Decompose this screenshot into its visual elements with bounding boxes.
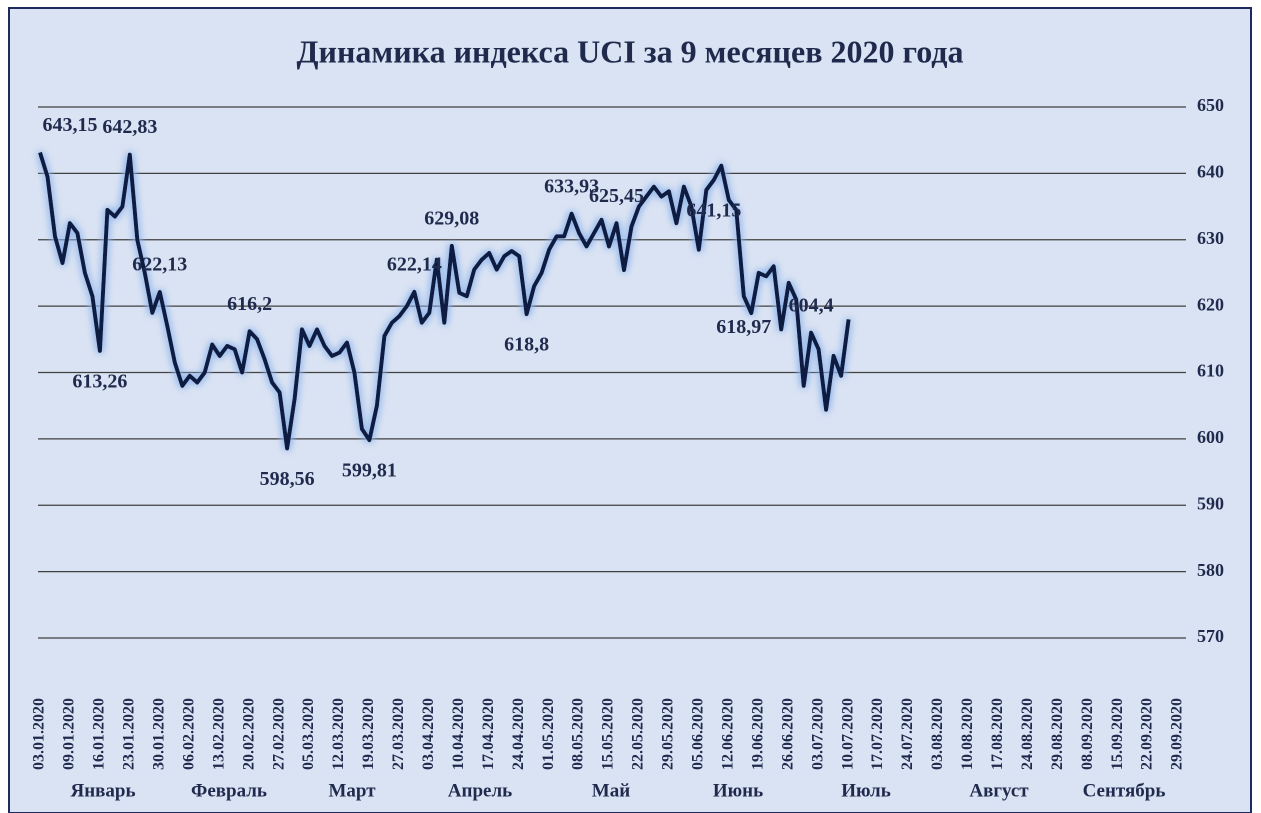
x-tick-label: 22.09.2020 (1139, 698, 1156, 770)
x-tick-label: 30.01.2020 (150, 698, 167, 770)
x-tick-label: 27.02.2020 (270, 698, 287, 770)
y-tick-label: 580 (1197, 560, 1224, 580)
x-tick-label: 29.05.2020 (660, 698, 677, 770)
x-tick-label: 27.03.2020 (390, 698, 407, 770)
month-label: Июль (841, 780, 891, 801)
x-tick-label: 20.02.2020 (240, 698, 257, 770)
x-tick-label: 05.06.2020 (690, 698, 707, 770)
month-label: Апрель (448, 780, 512, 801)
x-tick-label: 03.01.2020 (31, 698, 48, 770)
x-tick-label: 24.04.2020 (510, 698, 527, 770)
y-tick-label: 590 (1197, 493, 1224, 513)
month-label: Январь (70, 780, 135, 801)
x-tick-label: 10.08.2020 (959, 698, 976, 770)
x-tick-label: 24.07.2020 (899, 698, 916, 770)
x-tick-label: 06.02.2020 (180, 698, 197, 770)
x-tick-label: 15.05.2020 (600, 698, 617, 770)
data-label: 629,08 (424, 207, 479, 229)
x-tick-label: 23.01.2020 (121, 698, 138, 770)
x-tick-label: 01.05.2020 (540, 698, 557, 770)
data-label: 642,83 (102, 116, 157, 138)
x-tick-label: 19.06.2020 (749, 698, 766, 770)
x-tick-label: 03.07.2020 (809, 698, 826, 770)
data-label: 618,97 (716, 316, 771, 338)
y-tick-label: 570 (1197, 626, 1224, 646)
month-label: Сентябрь (1083, 780, 1166, 801)
x-tick-label: 19.03.2020 (360, 698, 377, 770)
x-tick-label: 17.04.2020 (480, 698, 497, 770)
x-tick-label: 03.04.2020 (420, 698, 437, 770)
month-label: Март (328, 780, 376, 801)
data-label: 613,26 (72, 370, 127, 392)
month-label: Август (969, 780, 1029, 801)
x-tick-label: 15.09.2020 (1109, 698, 1126, 770)
x-tick-label: 17.07.2020 (869, 698, 886, 770)
y-tick-label: 620 (1197, 294, 1224, 314)
x-tick-label: 08.05.2020 (570, 698, 587, 770)
x-tick-label: 22.05.2020 (630, 698, 647, 770)
data-label: 633,93 (544, 175, 599, 197)
x-tick-label: 26.06.2020 (779, 698, 796, 770)
data-label: 641,15 (686, 200, 741, 222)
y-tick-label: 630 (1197, 228, 1224, 248)
y-tick-label: 600 (1197, 427, 1224, 447)
y-tick-label: 610 (1197, 361, 1224, 381)
x-tick-label: 10.07.2020 (839, 698, 856, 770)
x-tick-label: 08.09.2020 (1079, 698, 1096, 770)
data-label: 616,2 (227, 293, 272, 315)
data-label: 622,14 (387, 254, 442, 276)
x-tick-label: 16.01.2020 (91, 698, 108, 770)
x-tick-label: 03.08.2020 (929, 698, 946, 770)
data-line (38, 151, 851, 451)
data-label: 625,45 (589, 185, 644, 207)
x-tick-label: 09.01.2020 (61, 698, 78, 770)
data-label: 643,15 (43, 114, 98, 136)
x-tick-label: 17.08.2020 (989, 698, 1006, 770)
month-label: Май (592, 780, 630, 801)
data-label: 622,13 (132, 254, 187, 276)
data-label: 618,8 (504, 334, 549, 356)
chart-title: Динамика индекса UCI за 9 месяцев 2020 г… (297, 33, 964, 69)
data-label: 604,4 (789, 294, 834, 316)
month-label: Июнь (713, 780, 763, 801)
x-tick-label: 29.09.2020 (1169, 698, 1186, 770)
data-label: 598,56 (260, 468, 315, 490)
y-tick-label: 650 (1197, 95, 1224, 115)
data-label: 599,81 (342, 460, 397, 482)
month-label: Февраль (191, 780, 267, 801)
x-tick-label: 29.08.2020 (1049, 698, 1066, 770)
x-tick-label: 12.06.2020 (719, 698, 736, 770)
x-tick-label: 24.08.2020 (1019, 698, 1036, 770)
chart-background (8, 7, 1252, 813)
x-tick-label: 05.03.2020 (300, 698, 317, 770)
y-tick-label: 640 (1197, 162, 1224, 182)
x-tick-label: 10.04.2020 (450, 698, 467, 770)
x-tick-label: 12.03.2020 (330, 698, 347, 770)
x-tick-label: 13.02.2020 (210, 698, 227, 770)
